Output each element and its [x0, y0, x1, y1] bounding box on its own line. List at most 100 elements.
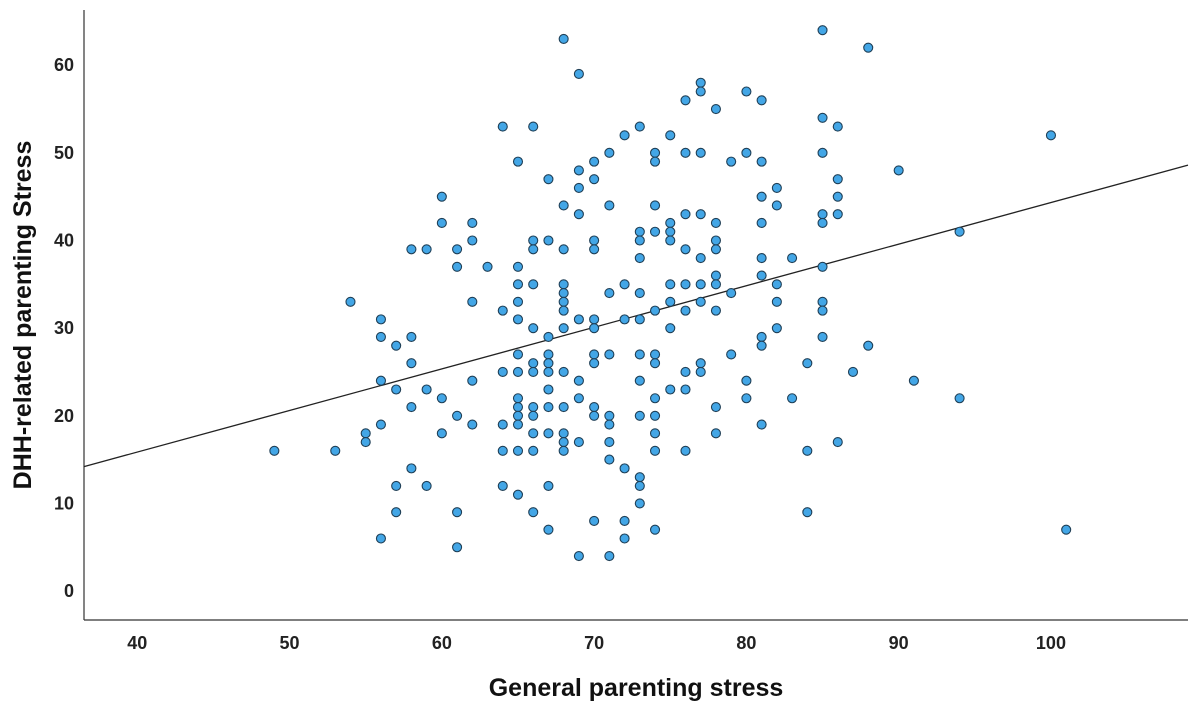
data-point — [589, 156, 600, 167]
data-point — [817, 209, 828, 220]
data-point — [634, 226, 645, 237]
data-point — [771, 296, 782, 307]
data-point — [710, 305, 721, 316]
data-point — [802, 445, 813, 456]
data-point — [710, 217, 721, 229]
data-point — [452, 542, 463, 553]
data-point — [573, 209, 584, 220]
data-point — [695, 252, 706, 264]
data-point — [817, 217, 828, 229]
data-point — [619, 515, 630, 527]
data-point — [634, 349, 645, 360]
data-point — [589, 174, 600, 185]
data-point — [543, 401, 554, 413]
data-point — [695, 366, 706, 378]
data-point — [817, 25, 828, 36]
data-point — [512, 445, 524, 456]
data-point — [375, 331, 386, 342]
data-point — [726, 288, 737, 299]
data-point — [665, 235, 676, 246]
data-point — [649, 358, 661, 369]
data-point — [771, 323, 782, 334]
data-point — [604, 200, 615, 211]
data-point — [558, 288, 569, 299]
data-point — [589, 515, 600, 527]
data-point — [634, 314, 645, 325]
data-point — [695, 279, 706, 290]
data-point — [528, 235, 539, 246]
data-point — [832, 209, 843, 220]
data-point — [787, 393, 798, 404]
data-point — [528, 366, 539, 378]
data-point — [528, 358, 539, 369]
data-point — [604, 437, 615, 448]
data-point — [649, 200, 661, 211]
data-point — [558, 305, 569, 316]
data-point — [695, 77, 706, 88]
data-point — [497, 419, 508, 430]
data-point — [604, 349, 615, 360]
data-point — [497, 366, 508, 378]
data-point — [512, 419, 524, 430]
data-point — [771, 279, 782, 290]
data-point — [406, 331, 417, 342]
data-point — [634, 252, 645, 264]
data-point — [649, 305, 661, 316]
data-point — [269, 445, 280, 456]
data-point — [558, 323, 569, 334]
data-point — [908, 375, 919, 386]
data-point — [863, 340, 874, 351]
data-point — [558, 296, 569, 307]
data-point — [589, 401, 600, 413]
data-point — [543, 358, 554, 369]
data-point — [528, 410, 539, 421]
data-point — [604, 550, 615, 562]
data-point — [512, 314, 524, 325]
data-point — [893, 165, 904, 176]
data-point — [634, 288, 645, 299]
data-point — [543, 174, 554, 185]
data-point — [741, 393, 752, 404]
data-point — [497, 121, 508, 132]
data-point — [680, 445, 691, 456]
data-point — [512, 156, 524, 167]
data-point — [360, 428, 371, 439]
data-point — [649, 524, 661, 535]
data-point — [756, 419, 767, 430]
data-point — [756, 331, 767, 342]
data-point — [497, 480, 508, 491]
data-point — [710, 279, 721, 290]
data-point — [695, 296, 706, 307]
data-point — [421, 480, 432, 491]
data-point — [634, 375, 645, 386]
data-point — [665, 217, 676, 229]
data-point — [543, 384, 554, 395]
data-point — [604, 454, 615, 465]
data-point — [604, 410, 615, 421]
data-point — [817, 261, 828, 272]
data-point — [680, 384, 691, 395]
data-point — [528, 401, 539, 413]
data-point — [741, 86, 752, 97]
data-point — [391, 480, 402, 491]
data-point — [558, 445, 569, 456]
data-point — [756, 270, 767, 281]
data-point — [512, 261, 524, 272]
data-point — [634, 410, 645, 421]
data-point — [649, 393, 661, 404]
data-point — [817, 147, 828, 158]
data-point — [817, 112, 828, 123]
data-point — [680, 244, 691, 255]
data-point — [832, 121, 843, 132]
data-point — [391, 507, 402, 518]
data-point — [375, 533, 386, 544]
data-point — [665, 130, 676, 141]
data-point — [680, 305, 691, 316]
data-point — [634, 121, 645, 132]
data-point — [528, 121, 539, 132]
data-point — [634, 235, 645, 246]
data-point — [512, 349, 524, 360]
data-point — [558, 437, 569, 448]
x-axis-title: General parenting stress — [489, 674, 784, 702]
data-point — [756, 156, 767, 167]
